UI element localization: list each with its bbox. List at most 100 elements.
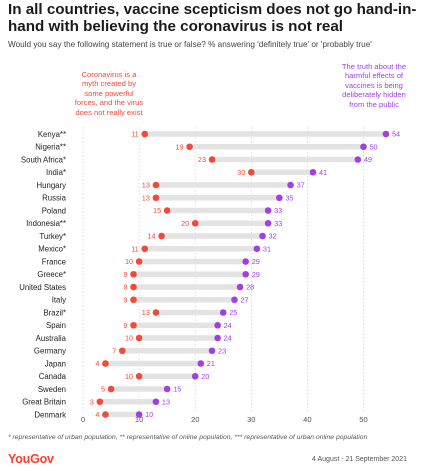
footnote: * representative of urban population, **… (8, 434, 368, 441)
x-tick-label: 0 (81, 415, 85, 424)
vaccine-value-label: 29 (252, 257, 260, 266)
category-label: Australia (36, 334, 67, 343)
myth-value-label: 13 (142, 193, 150, 202)
vaccine-dot (253, 245, 261, 253)
vaccine-value-label: 10 (145, 410, 153, 419)
vaccine-value-label: 24 (224, 334, 232, 343)
myth-dot (102, 360, 109, 367)
x-tick-label: 10 (135, 415, 143, 424)
myth-value-label: 19 (175, 142, 183, 151)
vaccine-dot (214, 321, 221, 329)
chart-title: In all countries, vaccine scepticism doe… (8, 1, 417, 35)
myth-value-label: 10 (125, 334, 133, 343)
category-label: Indonesia** (26, 219, 66, 228)
series-label-vaccine-harm: The truth about the harmful effects of v… (341, 62, 407, 109)
category-label: Great Britain (22, 398, 66, 407)
vaccine-value-label: 23 (218, 346, 226, 355)
category-label: Sweden (38, 385, 66, 394)
category-label: Italy (52, 296, 66, 305)
vaccine-dot (382, 130, 390, 138)
category-label: United States (19, 283, 66, 292)
x-tick-label: 40 (303, 415, 311, 424)
myth-value-label: 10 (125, 257, 133, 266)
vaccine-dot (242, 258, 249, 265)
myth-dot (158, 232, 165, 240)
myth-dot (208, 156, 216, 163)
myth-dot (130, 296, 137, 304)
vaccine-dot (163, 385, 171, 393)
vaccine-value-label: 15 (173, 385, 181, 394)
category-label: Japan (45, 359, 66, 368)
myth-dot (118, 347, 126, 355)
myth-value-label: 13 (142, 308, 150, 317)
myth-dot (248, 168, 255, 176)
vaccine-dot (219, 309, 227, 316)
myth-dot (135, 334, 143, 342)
vaccine-dot (276, 194, 283, 202)
myth-value-label: 9 (123, 270, 127, 279)
category-label: Kenya** (38, 130, 66, 139)
yougov-logo: YouGov (8, 452, 54, 466)
myth-dot (191, 219, 199, 227)
vaccine-dot (208, 347, 216, 355)
vaccine-dot (287, 181, 294, 189)
category-label: Greece* (37, 270, 66, 279)
myth-dot (96, 398, 104, 406)
myth-dot (135, 372, 143, 380)
vaccine-dot (236, 283, 244, 291)
vaccine-value-label: 49 (364, 155, 372, 164)
myth-value-label: 14 (147, 232, 155, 241)
myth-dot (152, 194, 160, 202)
myth-value-label: 9 (123, 283, 127, 292)
category-label: Poland (42, 206, 66, 215)
vaccine-value-label: 25 (229, 308, 237, 317)
myth-dot (135, 258, 143, 265)
myth-dot (152, 181, 160, 189)
category-label: Mexico* (38, 245, 66, 254)
category-label: Canada (39, 372, 67, 381)
vaccine-value-label: 28 (246, 283, 254, 292)
myth-value-label: 5 (101, 385, 105, 394)
myth-dot (141, 130, 149, 138)
category-label: Denmark (34, 410, 66, 419)
myth-dot (130, 270, 137, 278)
vaccine-value-label: 21 (207, 359, 215, 368)
vaccine-value-label: 41 (319, 168, 327, 177)
vaccine-value-label: 13 (162, 397, 170, 406)
vaccine-value-label: 33 (274, 219, 282, 228)
vaccine-dot (264, 219, 272, 227)
vaccine-value-label: 20 (201, 372, 209, 381)
category-label: South Africa* (21, 155, 66, 164)
vaccine-value-label: 33 (274, 206, 282, 215)
myth-dot (186, 143, 193, 151)
vaccine-dot (264, 207, 272, 214)
myth-value-label: 9 (123, 321, 127, 330)
category-label: Brazil* (43, 308, 66, 317)
series-label-myth: Coronavirus is a myth created by some po… (74, 70, 144, 117)
myth-value-label: 9 (123, 295, 127, 304)
x-tick-label: 20 (191, 415, 199, 424)
vaccine-value-label: 32 (269, 232, 277, 241)
myth-value-label: 7 (112, 346, 116, 355)
category-label: France (42, 257, 66, 266)
myth-dot (141, 245, 149, 253)
x-tick-label: 50 (359, 415, 367, 424)
myth-dot (102, 411, 109, 418)
vaccine-value-label: 54 (392, 130, 400, 139)
vaccine-dot (152, 398, 160, 406)
vaccine-value-label: 24 (224, 321, 232, 330)
myth-dot (163, 207, 171, 214)
vaccine-dot (259, 232, 266, 240)
category-label: Spain (46, 321, 66, 330)
myth-value-label: 13 (142, 181, 150, 190)
vaccine-dot (360, 143, 367, 151)
category-label: Germany (34, 347, 66, 356)
category-label: Hungary (37, 181, 67, 190)
vaccine-value-label: 31 (263, 244, 271, 253)
vaccine-dot (354, 156, 362, 163)
myth-dot (130, 321, 137, 329)
myth-value-label: 11 (131, 130, 139, 139)
x-tick-label: 30 (247, 415, 255, 424)
